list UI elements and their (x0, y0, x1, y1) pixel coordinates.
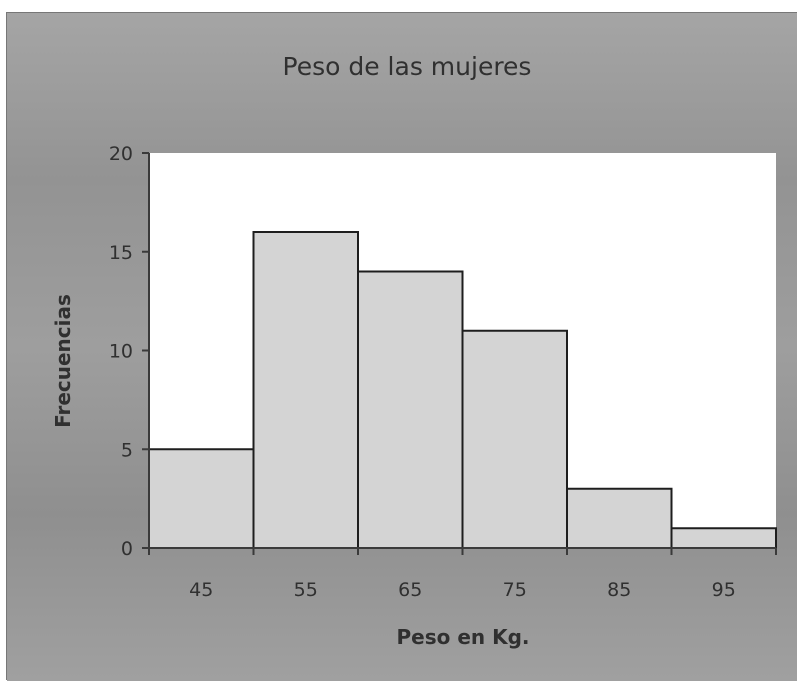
chart-title: Peso de las mujeres (283, 52, 532, 81)
histogram-bar-65 (357, 270, 464, 549)
histogram-bar-55 (252, 231, 359, 549)
histogram-bar-45 (148, 448, 255, 549)
y-tick-label: 5 (121, 439, 133, 461)
x-tick-label: 75 (503, 579, 527, 601)
x-tick-label: 85 (607, 579, 631, 601)
x-tick-label: 55 (294, 579, 318, 601)
x-tick-label: 95 (712, 579, 736, 601)
y-axis-label: Frecuencias (51, 294, 75, 428)
histogram-chart: 0 5 10 15 20 45 55 65 75 85 95 Peso de las mujeres… (7, 13, 797, 681)
chart-frame: 0 5 10 15 20 45 55 65 75 85 95 Peso de las mujeres… (6, 12, 797, 681)
y-tick-label: 0 (121, 538, 133, 560)
y-tick-label: 15 (109, 242, 133, 264)
x-tick-label: 45 (189, 579, 213, 601)
y-tick-label: 10 (109, 341, 133, 363)
y-tick-label: 20 (109, 143, 133, 165)
x-tick-label: 65 (398, 579, 422, 601)
histogram-bar-75 (461, 329, 568, 549)
histogram-bar-95 (670, 527, 777, 549)
x-axis-label: Peso en Kg. (396, 625, 529, 649)
histogram-bar-85 (566, 487, 673, 549)
